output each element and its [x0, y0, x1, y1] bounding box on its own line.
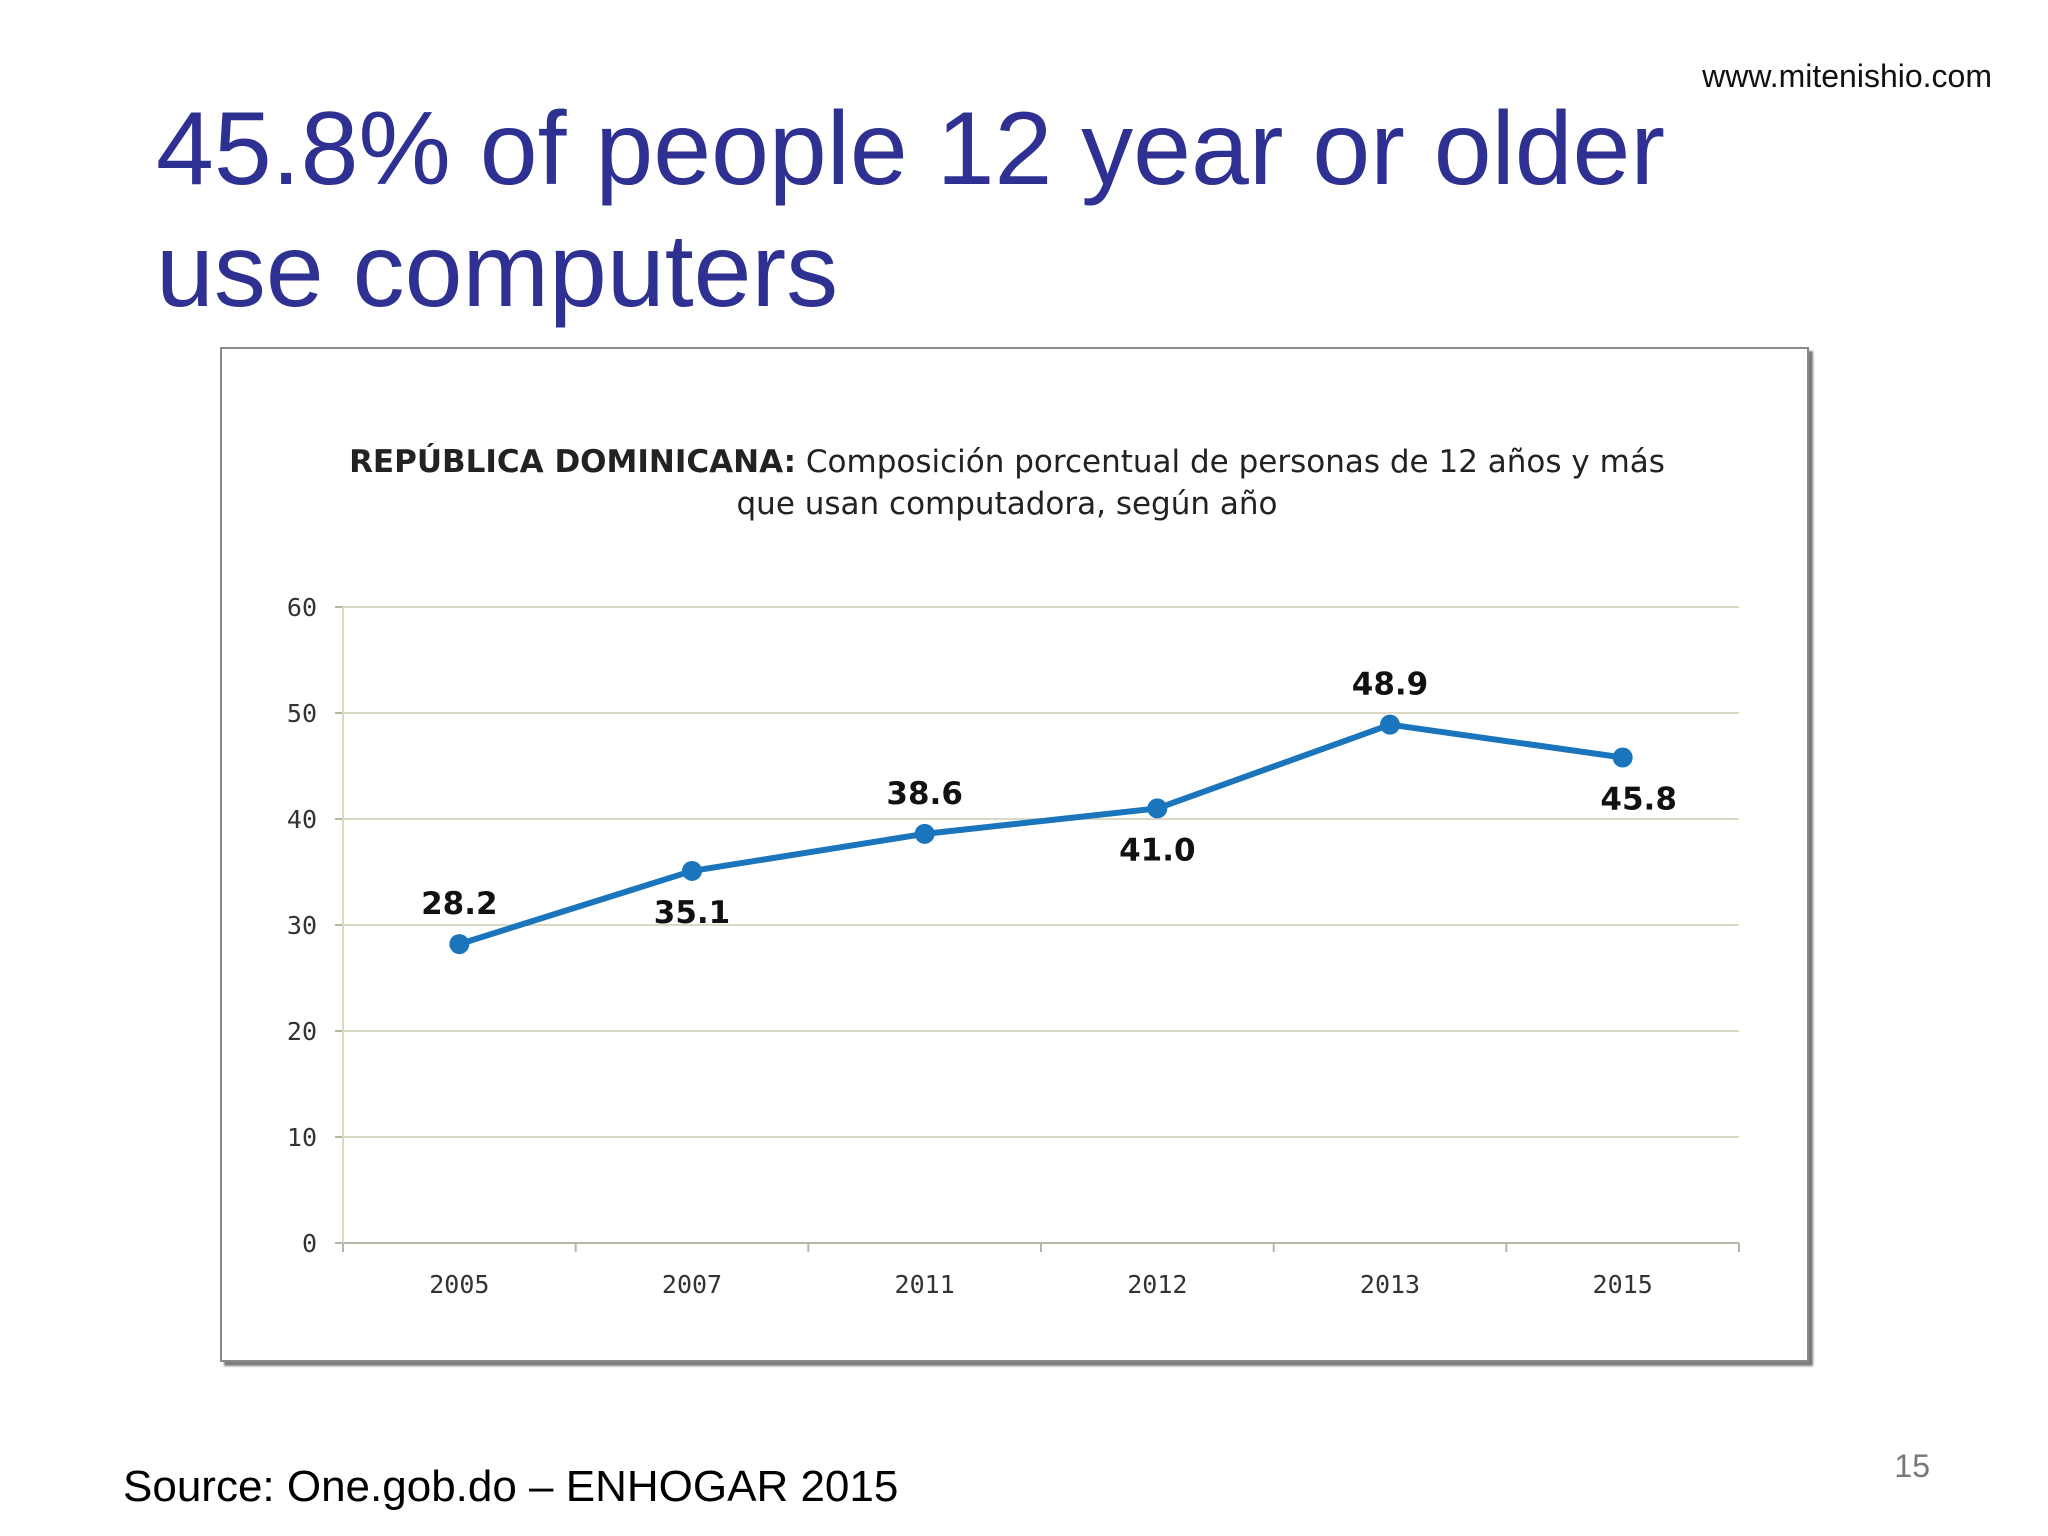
page-number: 15 — [1894, 1448, 1930, 1484]
data-label: 28.2 — [421, 886, 498, 922]
y-tick-label: 10 — [287, 1123, 317, 1152]
y-tick-label: 0 — [302, 1229, 317, 1258]
y-tick-label: 50 — [287, 699, 317, 728]
data-point — [449, 934, 470, 955]
data-label: 45.8 — [1600, 782, 1677, 818]
chart-title-description: Composición porcentual de personas de 12… — [736, 444, 1665, 522]
series-line — [458, 721, 1624, 947]
x-tick-label: 2007 — [662, 1270, 722, 1299]
website-url: www.mitenishio.com — [1702, 58, 1992, 94]
x-tick-label: 2005 — [429, 1270, 489, 1299]
data-point — [914, 823, 935, 844]
x-tick-label: 2011 — [895, 1270, 955, 1299]
x-tick-label: 2015 — [1593, 1270, 1653, 1299]
chart-frame: REPÚBLICA DOMINICANA: Composición porcen… — [220, 347, 1809, 1362]
y-tick-label: 20 — [287, 1017, 317, 1046]
data-point — [682, 860, 702, 881]
y-tick-label: 40 — [287, 805, 317, 834]
slide-title: 45.8% of people 12 year or older use com… — [156, 91, 1666, 329]
data-point — [1147, 798, 1168, 819]
chart-title-country: REPÚBLICA DOMINICANA: — [349, 444, 797, 480]
y-tick-label: 60 — [287, 593, 317, 622]
data-label: 38.6 — [886, 776, 963, 812]
source-citation: Source: One.gob.do – ENHOGAR 2015 — [123, 1462, 899, 1511]
data-label: 35.1 — [654, 895, 731, 931]
y-tick-label: 30 — [287, 911, 317, 940]
x-tick-label: 2013 — [1360, 1270, 1420, 1299]
data-label: 41.0 — [1119, 832, 1196, 868]
data-point — [1380, 714, 1400, 735]
line-chart: 0 10 20 30 40 50 60 2005 2007 2011 2012 2013 2015 28.… — [287, 593, 1740, 1299]
x-tick-label: 2012 — [1127, 1270, 1187, 1299]
data-point — [1612, 747, 1633, 768]
chart-title: REPÚBLICA DOMINICANA: Composición porcen… — [342, 441, 1672, 525]
data-label: 48.9 — [1352, 667, 1429, 703]
